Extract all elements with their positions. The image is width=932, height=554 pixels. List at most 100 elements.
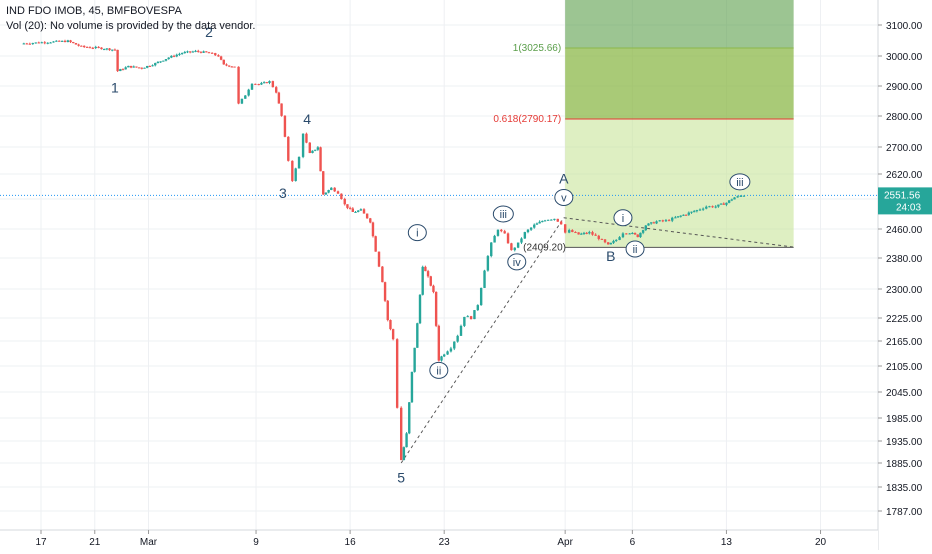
- wave-label-2[interactable]: 2: [205, 24, 213, 40]
- candle-body: [25, 43, 29, 45]
- wave-label-circle[interactable]: [554, 188, 574, 206]
- candle-body: [244, 95, 247, 99]
- candle-body: [287, 136, 290, 161]
- price-tick-label: 2165.00: [886, 337, 923, 348]
- candle-body: [186, 51, 189, 53]
- wave-label-ii[interactable]: ii: [436, 365, 441, 377]
- candle-body: [538, 221, 541, 224]
- candle-body: [395, 339, 399, 408]
- fibonacci-extension[interactable]: 1(3025.66) 0.618(2790.17) (2409.20): [493, 0, 794, 253]
- candle-body: [354, 211, 357, 213]
- candle-body: [664, 220, 668, 222]
- candle-body: [40, 42, 43, 44]
- candle-body: [197, 50, 200, 52]
- wave-label-3[interactable]: 3: [279, 185, 287, 201]
- candle-body: [108, 48, 111, 51]
- candle-body: [132, 66, 135, 68]
- candle-body: [655, 221, 658, 224]
- candle-body: [559, 221, 563, 225]
- price-tick-label: 2620.00: [886, 170, 923, 181]
- candle-body: [262, 82, 266, 84]
- candle-body: [479, 287, 483, 306]
- candle-body: [453, 341, 456, 349]
- wave-label-iv[interactable]: iv: [513, 257, 521, 269]
- candle-body: [148, 65, 152, 67]
- candle-body: [473, 310, 476, 320]
- wave-label-circle[interactable]: [729, 173, 751, 191]
- fib-zone-0618-to-0: [565, 119, 794, 248]
- candle-body: [582, 232, 586, 234]
- candle-body: [180, 53, 184, 55]
- candle-body: [429, 276, 432, 286]
- trend-lines[interactable]: [400, 217, 794, 464]
- trend-line[interactable]: [563, 217, 794, 248]
- price-tick-label: 2900.00: [886, 82, 923, 93]
- candle-body: [391, 329, 395, 340]
- candle-body: [719, 203, 723, 205]
- fib-level-label: 1(3025.66): [513, 43, 561, 54]
- price-axis[interactable]: 1787.00 1835.00 1885.00 1935.00 1985.00 2045.…: [877, 0, 932, 550]
- candle-body: [63, 40, 67, 43]
- symbol-title[interactable]: IND FDO IMOB, 45, BMFBOVESPA: [6, 5, 182, 17]
- price-tick-label: 2380.00: [886, 254, 923, 265]
- candle-body: [476, 305, 479, 311]
- wave-label-iii[interactable]: iii: [736, 177, 743, 189]
- candle-body: [240, 98, 244, 104]
- wave-label-circle[interactable]: [407, 224, 427, 242]
- candle-body: [510, 243, 513, 251]
- price-tick-label: 2045.00: [886, 388, 923, 399]
- candle-body: [641, 230, 645, 233]
- wave-label-i[interactable]: i: [416, 228, 418, 240]
- time-axis[interactable]: 17 21 Mar 9 16 23 Apr 6 13 20: [0, 529, 878, 550]
- price-tick-label: 1787.00: [886, 507, 923, 518]
- candle-body: [687, 212, 691, 215]
- wave-label-i[interactable]: i: [622, 213, 624, 225]
- wave-label-1[interactable]: 1: [111, 80, 119, 96]
- wave-label-iii[interactable]: iii: [500, 209, 507, 221]
- candle-body: [443, 354, 446, 357]
- wave-label-4[interactable]: 4: [303, 111, 311, 127]
- candle-body: [346, 204, 349, 208]
- wave-label-A[interactable]: A: [559, 171, 569, 187]
- wave-label-B[interactable]: B: [606, 248, 615, 264]
- candle-body: [280, 103, 283, 116]
- price-tick-label: 1935.00: [886, 437, 923, 448]
- candle-body: [722, 203, 725, 205]
- candle-body: [254, 83, 257, 85]
- candle-body: [546, 219, 550, 221]
- candle-body: [217, 55, 220, 57]
- candle-body: [219, 56, 223, 60]
- candle-body: [695, 210, 699, 212]
- wave-label-circle[interactable]: [625, 240, 645, 258]
- price-tick-label: 1985.00: [886, 414, 923, 425]
- candle-body: [275, 87, 278, 93]
- candle-body: [183, 52, 187, 54]
- wave-label-5[interactable]: 5: [397, 469, 405, 485]
- candle-body: [127, 65, 130, 68]
- time-tick-label: 20: [815, 537, 827, 548]
- candle-body: [426, 271, 430, 277]
- candle-body: [705, 206, 708, 209]
- wave-label-circle[interactable]: [429, 361, 449, 379]
- candle-body: [520, 238, 523, 243]
- candle-body: [170, 55, 173, 58]
- wave-label-circle[interactable]: [492, 205, 514, 223]
- candle-body: [588, 232, 591, 234]
- current-price-badge[interactable]: [878, 187, 932, 215]
- wave-label-ii[interactable]: ii: [633, 244, 638, 256]
- candle-body: [652, 222, 656, 224]
- time-tick-label: 17: [35, 537, 47, 548]
- candle-body: [111, 49, 114, 51]
- candle-body: [585, 232, 588, 234]
- candle-body: [486, 256, 490, 271]
- trend-line[interactable]: [400, 217, 565, 464]
- time-tick-label: 16: [345, 537, 357, 548]
- wave-label-circle[interactable]: [507, 253, 527, 271]
- wave-label-circle[interactable]: [613, 209, 633, 227]
- wave-label-v[interactable]: v: [561, 192, 567, 204]
- candle-body: [386, 300, 389, 321]
- candle-body: [297, 156, 301, 169]
